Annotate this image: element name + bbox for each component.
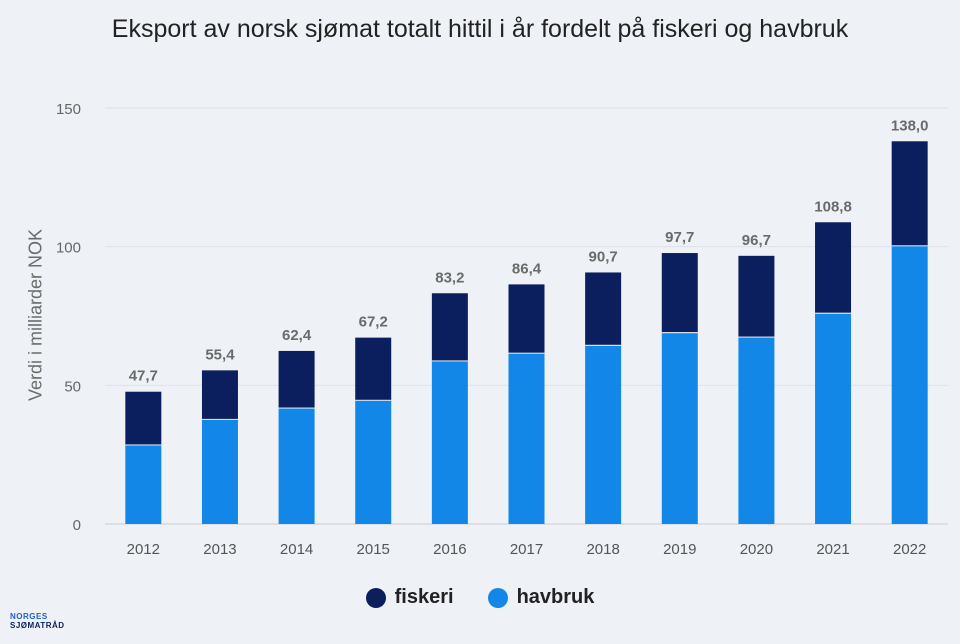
bar-havbruk-2022 xyxy=(891,245,928,525)
data-label-total: 90,7 xyxy=(589,248,618,265)
data-label-total: 108,8 xyxy=(814,198,852,215)
bar-havbruk-2016 xyxy=(431,360,468,524)
bar-fiskeri-2018 xyxy=(585,272,622,346)
legend-swatch-havbruk xyxy=(487,587,508,608)
legend: fiskeri havbruk xyxy=(0,586,960,609)
data-label-total: 83,2 xyxy=(435,269,464,286)
bar-fiskeri-2014 xyxy=(278,350,315,409)
x-tick-label: 2020 xyxy=(740,541,773,558)
x-tick-label: 2018 xyxy=(586,541,619,558)
legend-label-fiskeri: fiskeri xyxy=(394,586,454,608)
bar-havbruk-2012 xyxy=(125,444,162,524)
x-tick-label: 2013 xyxy=(203,541,236,558)
data-label-total: 97,7 xyxy=(665,229,694,246)
bar-havbruk-2021 xyxy=(815,313,852,524)
x-tick-label: 2016 xyxy=(433,541,466,558)
y-tick-label: 50 xyxy=(64,378,81,395)
x-tick-label: 2021 xyxy=(816,541,849,558)
data-label-total: 55,4 xyxy=(205,346,235,363)
bar-havbruk-2013 xyxy=(201,419,238,524)
logo-line-1: NORGES xyxy=(10,612,48,621)
bar-havbruk-2020 xyxy=(738,337,775,524)
x-tick-label: 2012 xyxy=(127,541,160,558)
data-label-total: 62,4 xyxy=(282,327,312,344)
logo-line-2: SJØMATRÅD xyxy=(10,621,65,630)
legend-label-havbruk: havbruk xyxy=(516,586,595,608)
data-label-total: 67,2 xyxy=(359,314,388,331)
bar-havbruk-2017 xyxy=(508,353,545,524)
y-tick-label: 150 xyxy=(56,101,81,118)
data-label-total: 86,4 xyxy=(512,260,542,277)
x-tick-label: 2019 xyxy=(663,541,696,558)
bar-havbruk-2018 xyxy=(585,345,622,524)
data-label-total: 96,7 xyxy=(742,232,771,249)
y-tick-label: 0 xyxy=(73,517,81,534)
bar-fiskeri-2016 xyxy=(431,293,468,361)
brand-logo: NORGES SJØMATRÅD xyxy=(10,612,65,630)
bar-fiskeri-2021 xyxy=(815,222,852,314)
bar-fiskeri-2017 xyxy=(508,284,545,354)
x-tick-label: 2015 xyxy=(357,541,390,558)
chart-title: Eksport av norsk sjømat totalt hittil i … xyxy=(111,15,849,43)
bar-havbruk-2015 xyxy=(355,400,392,524)
data-label-total: 138,0 xyxy=(891,117,929,134)
legend-item-havbruk[interactable]: havbruk xyxy=(487,586,595,609)
data-label-total: 47,7 xyxy=(129,368,158,385)
bar-fiskeri-2020 xyxy=(738,255,775,338)
bar-havbruk-2014 xyxy=(278,408,315,524)
x-tick-label: 2014 xyxy=(280,541,313,558)
bar-fiskeri-2015 xyxy=(355,337,392,401)
bar-fiskeri-2019 xyxy=(661,253,698,333)
bar-fiskeri-2013 xyxy=(201,370,238,420)
bar-fiskeri-2012 xyxy=(125,391,162,445)
y-tick-label: 100 xyxy=(56,240,81,257)
x-tick-label: 2017 xyxy=(510,541,543,558)
bar-fiskeri-2022 xyxy=(891,141,928,246)
legend-swatch-fiskeri xyxy=(365,587,386,608)
bar-havbruk-2019 xyxy=(661,332,698,524)
legend-item-fiskeri[interactable]: fiskeri xyxy=(365,586,454,609)
x-tick-label: 2022 xyxy=(893,541,926,558)
